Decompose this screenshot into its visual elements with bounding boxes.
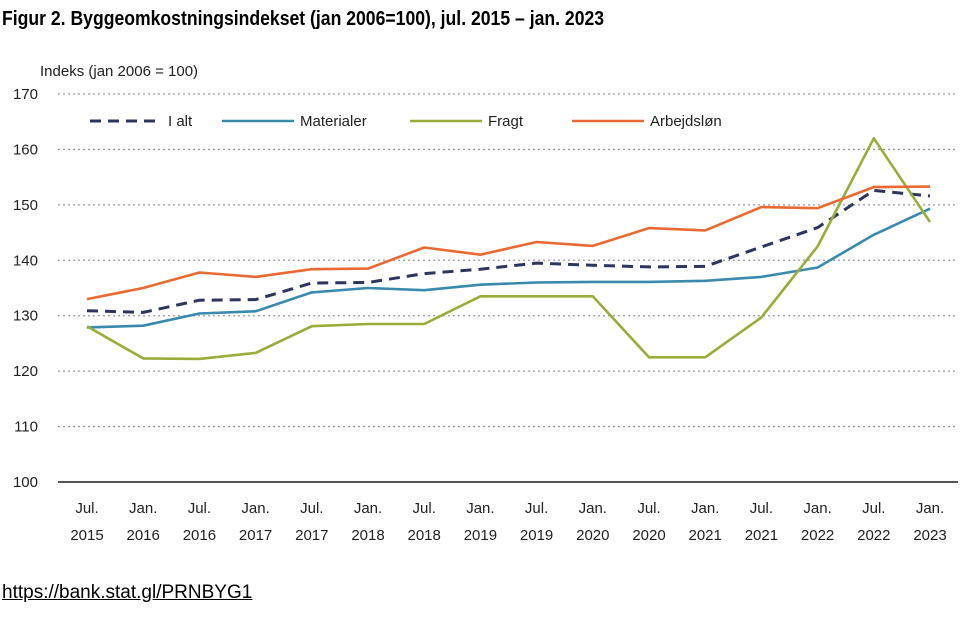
x-tick-label-year: 2020 [576,527,609,544]
series-line-materialer [86,207,931,329]
x-tick-label-year: 2017 [239,527,272,544]
x-tick-label-month: Jul. [300,500,323,517]
y-tick-label: 110 [14,419,38,436]
legend-label: I alt [168,113,193,130]
x-tick-label-year: 2020 [632,527,665,544]
y-axis-label: Indeks (jan 2006 = 100) [40,63,198,80]
x-tick-label-year: 2022 [801,527,834,544]
x-tick-label-month: Jul. [188,500,211,517]
y-tick-label: 140 [13,252,38,269]
series-line-i-alt [86,188,931,314]
y-tick-label: 130 [13,308,38,325]
x-tick-label-month: Jul. [862,500,885,517]
series-lines [86,137,932,361]
x-axis-ticks: Jul. 2015 Jan. 2016 Jul. 2016 Jan. 2017 Jul. 2017… [70,500,946,544]
x-tick-label-month: Jul. [637,500,660,517]
y-tick-label: 160 [13,141,38,158]
x-tick-label-month: Jan. [579,500,607,517]
x-tick-label-month: Jan. [691,500,719,517]
x-tick-label-year: 2016 [183,527,216,544]
x-tick-label-year: 2022 [857,527,890,544]
x-tick-label-month: Jan. [129,500,157,517]
x-tick-label-year: 2023 [913,527,946,544]
y-tick-label: 150 [13,197,38,214]
series-line-fragt [86,137,932,361]
x-tick-label-month: Jan. [916,500,944,517]
y-axis-ticks: 100 110 120 130 140 150 160 170 [13,86,38,491]
x-tick-label-year: 2019 [464,527,497,544]
x-tick-label-year: 2016 [127,527,160,544]
x-tick-label-year: 2018 [351,527,384,544]
legend-label: Fragt [488,113,524,130]
source-link[interactable]: https://bank.stat.gl/PRNBYG1 [2,582,253,603]
x-tick-label-year: 2019 [520,527,553,544]
x-tick-label-year: 2021 [745,527,778,544]
legend-label: Arbejdsløn [650,113,722,130]
x-tick-label-month: Jan. [241,500,269,517]
figure-title: Figur 2. Byggeomkostningsindekset (jan 2… [2,8,605,30]
x-tick-label-month: Jul. [75,500,98,517]
x-tick-label-month: Jan. [466,500,494,517]
y-tick-label: 170 [13,86,38,103]
series-line-arbejdsløn [86,185,931,301]
x-tick-label-year: 2018 [408,527,441,544]
gridlines [58,93,958,483]
x-tick-label-month: Jan. [803,500,831,517]
legend: I alt Materialer Fragt Arbejdsløn [90,113,722,130]
y-tick-label: 120 [13,363,38,380]
legend-label: Materialer [300,113,367,130]
x-tick-label-month: Jul. [750,500,773,517]
x-tick-label-year: 2015 [70,527,103,544]
x-tick-label-month: Jan. [354,500,382,517]
x-tick-label-month: Jul. [413,500,436,517]
x-tick-label-year: 2017 [295,527,328,544]
x-tick-label-year: 2021 [689,527,722,544]
y-tick-label: 100 [13,474,38,491]
x-tick-label-month: Jul. [525,500,548,517]
